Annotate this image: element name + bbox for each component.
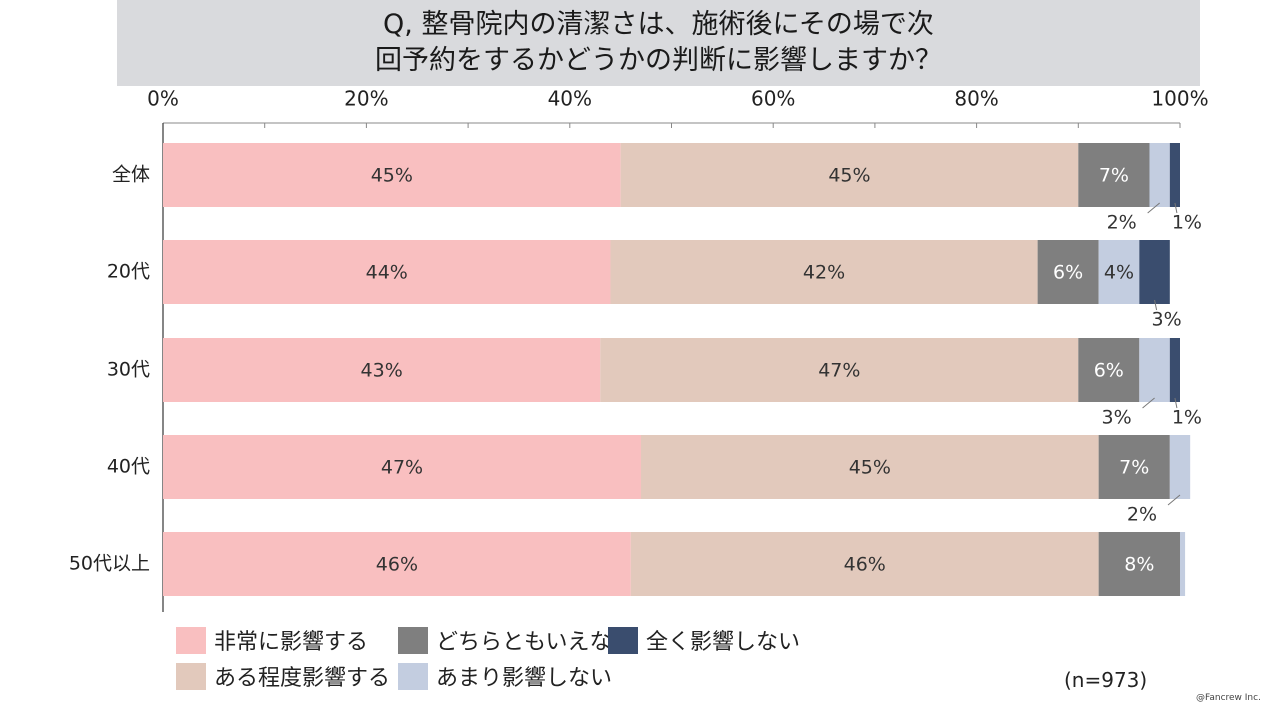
leader-line [1174, 397, 1178, 409]
x-tick-label: 40% [548, 87, 592, 111]
data-label: 44% [366, 262, 408, 284]
bar-segment [1180, 532, 1186, 596]
legend-item: ある程度影響する [176, 660, 390, 692]
legend-item: 非常に影響する [176, 624, 368, 656]
legend-item: どちらともいえない [398, 624, 634, 656]
data-label: 47% [381, 457, 423, 479]
data-label: 45% [371, 165, 413, 187]
data-label: 8% [1124, 554, 1154, 576]
bar-segment [1169, 435, 1191, 499]
data-label: 1% [1172, 407, 1202, 429]
chart-title-box: Q, 整骨院内の清潔さは、施術後にその場で次 回予約をするかどうかの判断に影響し… [117, 0, 1200, 86]
data-label: 7% [1099, 165, 1129, 187]
bar-segment [630, 532, 1099, 596]
leader-line [1142, 397, 1155, 409]
data-label: 3% [1151, 309, 1181, 331]
bar-segment [620, 143, 1079, 207]
data-label: 3% [1101, 407, 1131, 429]
bar-segment [163, 435, 641, 499]
x-tick-label: 100% [1151, 87, 1208, 111]
legend-item: あまり影響しない [398, 660, 612, 692]
leader-line [1167, 494, 1181, 506]
legend-label: あまり影響しない [436, 666, 613, 691]
chart-title-line-2: 回予約をするかどうかの判断に影響しますか？ [375, 45, 942, 76]
sample-size-label: (n=973) [1064, 668, 1148, 692]
legend-swatch [176, 626, 206, 654]
legend-swatch [176, 662, 206, 690]
data-label: 46% [376, 554, 418, 576]
leader-line [1154, 299, 1158, 311]
bar-segment [1078, 338, 1140, 402]
data-label: 7% [1119, 457, 1149, 479]
data-label: 6% [1053, 262, 1083, 284]
leader-line [1174, 202, 1178, 214]
bar-segment [163, 240, 611, 304]
data-label: 43% [361, 360, 403, 382]
x-tick-label: 20% [344, 87, 388, 111]
data-label: 2% [1107, 212, 1137, 234]
x-tick-label: 60% [751, 87, 795, 111]
chart-title-line-1: Q, 整骨院内の清潔さは、施術後にその場で次 [383, 9, 934, 40]
bar-segment [640, 435, 1099, 499]
bar-segment [1098, 240, 1140, 304]
legend-swatch [398, 662, 428, 690]
bar-segment [1169, 143, 1180, 207]
bar-segment [1078, 143, 1150, 207]
legend-label: 全く影響しない [646, 630, 801, 655]
legend-item: 全く影響しない [608, 624, 800, 656]
category-label: 20代 [107, 261, 150, 283]
data-label: 4% [1104, 262, 1134, 284]
data-label: 45% [828, 165, 870, 187]
bar-segment [1098, 532, 1180, 596]
legend-swatch [608, 626, 638, 654]
x-tick-label: 80% [954, 87, 998, 111]
bar-segment [610, 240, 1038, 304]
bar-segment [1149, 143, 1170, 207]
category-label: 全体 [112, 164, 150, 186]
bar-segment [1139, 338, 1170, 402]
data-label: 47% [818, 360, 860, 382]
data-label: 6% [1094, 360, 1124, 382]
bar-segment [1098, 435, 1170, 499]
data-label: 2% [1127, 504, 1157, 526]
legend-label: ある程度影響する [214, 666, 391, 691]
data-label: 42% [803, 262, 845, 284]
x-tick-label: 0% [147, 87, 179, 111]
legend-swatch [398, 626, 428, 654]
category-label: 40代 [107, 456, 150, 478]
data-label: 1% [1172, 212, 1202, 234]
bar-segment [163, 532, 631, 596]
leader-line [1147, 202, 1160, 214]
bar-segment [600, 338, 1079, 402]
bar-segment [163, 338, 601, 402]
data-label: 46% [844, 554, 886, 576]
bar-segment [1169, 338, 1180, 402]
data-label: 45% [849, 457, 891, 479]
category-label: 30代 [107, 359, 150, 381]
legend-label: 非常に影響する [214, 630, 369, 655]
bar-segment [1037, 240, 1099, 304]
legend-label: どちらともいえない [436, 630, 634, 655]
bar-segment [163, 143, 621, 207]
legend: 非常に影響する ある程度影響する どちらともいえない あまり影響しない 全く影響しない [176, 624, 816, 694]
bar-segment [1139, 240, 1170, 304]
category-label: 50代以上 [69, 553, 150, 575]
copyright-text: @Fancrew Inc. [1196, 693, 1261, 703]
